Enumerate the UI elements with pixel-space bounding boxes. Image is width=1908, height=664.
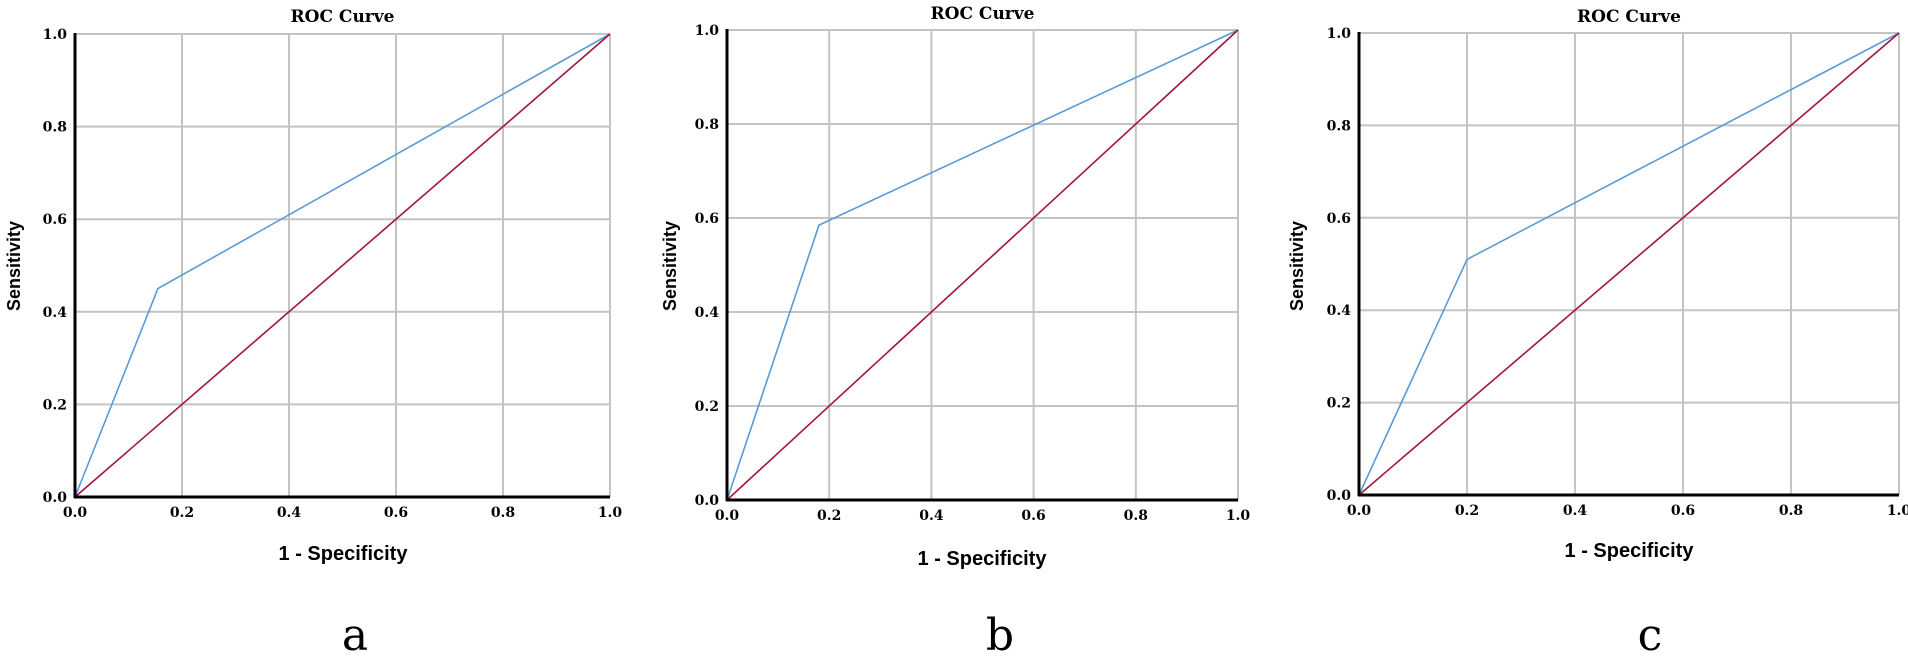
y-tick-label: 0.0 xyxy=(695,493,720,509)
y-tick-label: 0.6 xyxy=(1327,211,1351,227)
x-tick-label: 1.0 xyxy=(1887,503,1908,519)
x-tick-label: 0.2 xyxy=(170,505,194,521)
x-tick-label: 0.6 xyxy=(384,505,408,521)
x-tick-label: 0.4 xyxy=(1563,503,1588,519)
y-tick-label: 0.4 xyxy=(1327,303,1352,319)
x-axis-label: 1 - Specificity xyxy=(1565,540,1695,562)
x-tick-label: 0.8 xyxy=(1779,503,1803,519)
y-tick-label: 0.8 xyxy=(1327,118,1351,134)
x-tick-label: 0.0 xyxy=(63,505,88,521)
y-tick-label: 0.8 xyxy=(43,120,67,136)
y-tick-label: 0.2 xyxy=(695,399,719,415)
y-tick-label: 0.8 xyxy=(695,117,719,133)
y-tick-label: 0.2 xyxy=(43,397,67,413)
y-tick-label: 0.6 xyxy=(695,211,719,227)
chart-title: ROC Curve xyxy=(1577,7,1681,27)
y-tick-label: 0.4 xyxy=(43,305,68,321)
roc-panel-b: 0.0 0.2 0.4 0.6 0.8 1.0 0.0 0.2 0.4 0.6 0.8 1.0 ROC … xyxy=(660,4,1250,661)
x-tick-label: 0.4 xyxy=(919,508,944,524)
y-tick-label: 0.0 xyxy=(1327,488,1352,504)
y-axis-label: Sensitivity xyxy=(660,221,680,311)
y-tick-label: 0.2 xyxy=(1327,396,1351,412)
y-tick-label: 1.0 xyxy=(695,23,720,39)
x-tick-label: 0.6 xyxy=(1671,503,1695,519)
x-tick-label: 0.0 xyxy=(715,508,740,524)
x-tick-label: 0.6 xyxy=(1021,508,1045,524)
x-tick-label: 1.0 xyxy=(1226,508,1251,524)
y-tick-label: 0.6 xyxy=(43,212,67,228)
panel-label: c xyxy=(1638,610,1663,661)
reference-diagonal-line xyxy=(726,29,1239,501)
y-tick-label: 1.0 xyxy=(43,27,68,43)
roc-curve-line xyxy=(1358,32,1900,496)
x-axis-label: 1 - Specificity xyxy=(279,543,409,565)
reference-diagonal-line xyxy=(74,33,611,498)
y-axis-label: Sensitivity xyxy=(1287,221,1307,311)
y-axis-label: Sensitivity xyxy=(4,221,24,311)
x-tick-label: 0.8 xyxy=(491,505,515,521)
panel-label: a xyxy=(342,610,368,661)
x-tick-label: 0.4 xyxy=(277,505,302,521)
roc-curve-line xyxy=(726,29,1239,501)
x-tick-label: 0.8 xyxy=(1124,508,1148,524)
panel-label: b xyxy=(986,610,1014,661)
x-tick-label: 0.2 xyxy=(817,508,841,524)
y-tick-label: 1.0 xyxy=(1327,26,1352,42)
x-axis-label: 1 - Specificity xyxy=(918,548,1048,570)
x-tick-label: 0.2 xyxy=(1455,503,1479,519)
y-tick-label: 0.0 xyxy=(43,490,68,506)
roc-curve-line xyxy=(74,33,611,498)
y-tick-label: 0.4 xyxy=(695,305,720,321)
roc-panel-a: 0.0 0.2 0.4 0.6 0.8 1.0 0.0 0.2 0.4 0.6 0.8 1.0 ROC … xyxy=(4,7,622,661)
x-tick-label: 0.0 xyxy=(1347,503,1372,519)
chart-title: ROC Curve xyxy=(931,4,1035,24)
x-tick-label: 1.0 xyxy=(598,505,623,521)
reference-diagonal-line xyxy=(1358,32,1900,496)
roc-panel-c: 0.0 0.2 0.4 0.6 0.8 1.0 0.0 0.2 0.4 0.6 0.8 1.0 ROC … xyxy=(1287,7,1908,661)
chart-title: ROC Curve xyxy=(291,7,395,27)
